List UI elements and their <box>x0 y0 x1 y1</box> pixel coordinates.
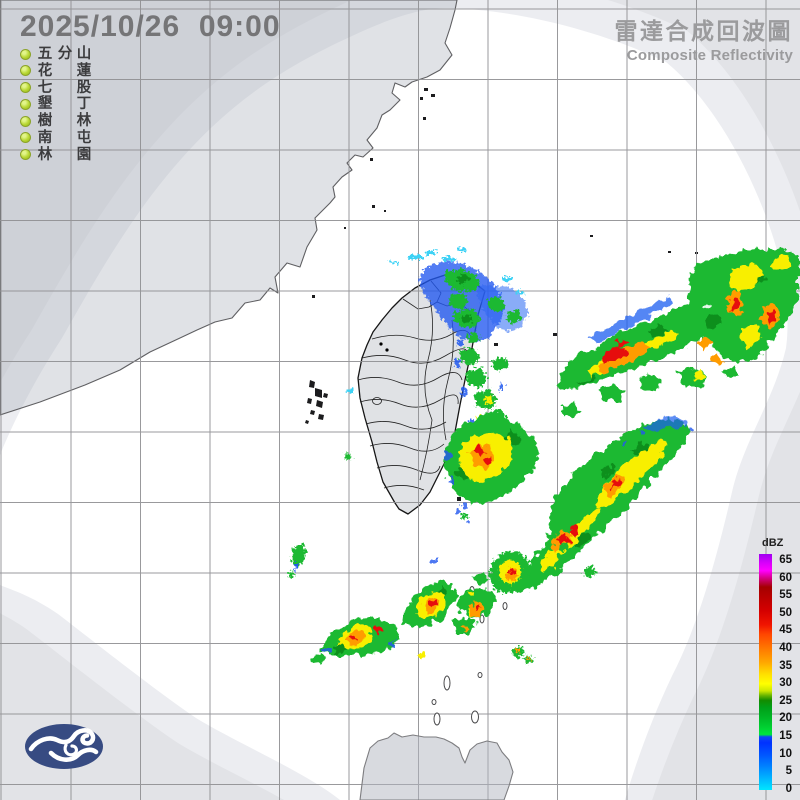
station-status-dot <box>20 115 31 127</box>
station-name-char: 屯 <box>76 129 92 146</box>
legend-tick: 0 <box>785 782 792 795</box>
cwb-logo <box>24 723 104 775</box>
station-name-char <box>57 63 73 79</box>
station-name-char: 南 <box>37 129 53 146</box>
title-zh: 雷達合成回波圖 <box>614 18 793 44</box>
station-status-dot <box>20 132 31 144</box>
legend-tick: 5 <box>785 765 792 778</box>
radar-echoes <box>287 248 800 664</box>
station-name-char <box>57 96 73 112</box>
title-en: Composite Reflectivity <box>626 47 793 64</box>
station-name-char: 樹 <box>37 113 53 130</box>
station-name-char: 五 <box>37 46 53 62</box>
china-coastline <box>0 0 458 416</box>
station-name-char: 丁 <box>76 96 92 113</box>
station-name-char: 園 <box>76 146 92 163</box>
batanes-islands <box>431 586 508 726</box>
page-title: 雷達合成回波圖 Composite Reflectivity <box>615 12 794 64</box>
station-name-char: 林 <box>37 146 53 163</box>
timestamp: 2025/10/26 09:00 <box>20 10 281 43</box>
legend-tick: 10 <box>779 747 792 760</box>
legend-tick: 15 <box>779 730 792 743</box>
station-status-dot <box>20 48 31 60</box>
station-name-char: 股 <box>76 79 92 96</box>
station-name-char: 分 <box>57 46 73 62</box>
station-name-char <box>57 147 73 163</box>
legend-tick: 40 <box>779 642 792 655</box>
legend-tick: 35 <box>779 659 792 672</box>
legend-colorbar <box>759 554 772 790</box>
legend-tick: 30 <box>779 677 792 690</box>
legend-tick: 20 <box>779 712 792 725</box>
luzon-island <box>359 732 514 800</box>
station-name-char: 墾 <box>37 96 53 113</box>
legend-tick: 55 <box>779 589 792 602</box>
station-status-dot <box>20 65 31 77</box>
station-status-dot <box>20 98 31 110</box>
station-name-char: 花 <box>37 62 53 79</box>
legend-tick: 50 <box>779 606 792 619</box>
station-name-char <box>57 130 73 146</box>
coastal-islets <box>312 88 435 298</box>
station-status-dot <box>20 149 31 161</box>
legend-tick: 25 <box>779 694 792 707</box>
station-name-char: 山 <box>76 46 92 62</box>
station-name-char <box>57 80 73 96</box>
station-name-char <box>57 113 73 129</box>
legend-tick: 60 <box>779 571 792 584</box>
legend-unit-label: dBZ <box>762 537 784 549</box>
station-name-char: 七 <box>37 79 53 96</box>
legend-tick: 65 <box>779 554 792 566</box>
legend-tick: 45 <box>779 624 792 637</box>
legend-tick-labels: 65 60 55 50 45 40 35 30 25 20 15 10 5 0 <box>774 554 792 795</box>
station-name-char: 林 <box>76 113 92 130</box>
station-name-char: 蓮 <box>76 62 92 79</box>
cwb-logo-icon <box>25 724 103 769</box>
station-status-dot <box>20 82 31 94</box>
